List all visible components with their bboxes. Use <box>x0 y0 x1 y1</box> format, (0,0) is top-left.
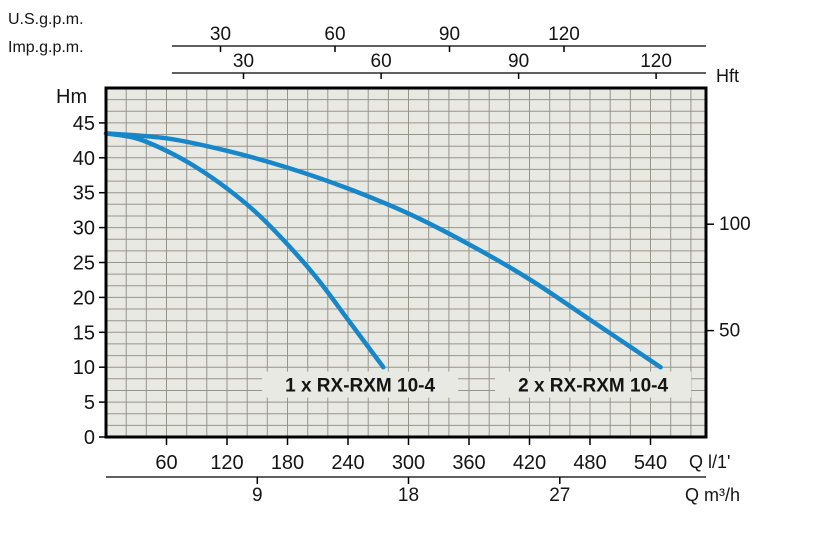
us-gpm-tick-label: 90 <box>439 24 460 45</box>
head-meters-axis-label: Hm <box>56 86 88 108</box>
flow-lmin-tick-label: 120 <box>210 452 243 474</box>
curve-label-box-2 <box>495 371 692 398</box>
flow-m3h-tick-label: 27 <box>549 485 570 506</box>
head-m-tick-label: 20 <box>73 287 95 309</box>
curve-label-box-1 <box>262 371 459 398</box>
imp-gpm-tick-label: 90 <box>508 51 529 72</box>
flow-lmin-tick-label: 540 <box>634 452 667 474</box>
us-gpm-axis-label: U.S.g.p.m. <box>8 11 84 28</box>
imp-gpm-tick-label: 120 <box>640 51 672 72</box>
flow-lmin-tick-label: 420 <box>513 452 546 474</box>
head-m-tick-label: 30 <box>73 218 95 240</box>
flow-lmin-tick-label: 300 <box>392 452 425 474</box>
pump-curve-2 <box>103 131 663 370</box>
head-m-tick-label: 25 <box>73 253 95 275</box>
flow-lmin-tick-label: 180 <box>271 452 304 474</box>
head-m-tick-label: 35 <box>73 183 95 205</box>
flow-lmin-tick-label: 360 <box>452 452 485 474</box>
flow-m3h-axis-label: Q m³/h <box>685 485 741 505</box>
head-m-tick-label: 10 <box>73 357 95 379</box>
head-m-tick-label: 0 <box>84 427 95 449</box>
curve-label-1: 1 x RX-RXM 10-4 <box>285 376 435 397</box>
head-m-tick-label: 45 <box>73 113 95 135</box>
head-m-tick-label: 15 <box>73 322 95 344</box>
head-m-tick-label: 40 <box>73 148 95 170</box>
us-gpm-tick-label: 30 <box>210 24 231 45</box>
flow-lmin-tick-label: 480 <box>573 452 606 474</box>
flow-lmin-axis-label: Q l/1' <box>689 452 731 472</box>
plot-border <box>104 86 708 439</box>
pump-curve-1 <box>103 131 386 370</box>
flow-m3h-tick-label: 18 <box>398 485 419 506</box>
head-feet-axis-label: Hft <box>716 66 740 86</box>
flow-lmin-tick-label: 240 <box>331 452 364 474</box>
imp-gpm-axis-label: Imp.g.p.m. <box>8 39 84 56</box>
head-ft-tick-label: 100 <box>719 214 751 235</box>
us-gpm-tick-label: 60 <box>324 24 345 45</box>
imp-gpm-tick-label: 30 <box>233 51 254 72</box>
curve-label-2: 2 x RX-RXM 10-4 <box>518 376 668 397</box>
flow-lmin-tick-label: 60 <box>155 452 177 474</box>
head-ft-tick-label: 50 <box>719 321 740 342</box>
us-gpm-tick-label: 120 <box>548 24 580 45</box>
head-m-tick-label: 5 <box>84 392 95 414</box>
flow-m3h-tick-label: 9 <box>252 485 263 506</box>
imp-gpm-tick-label: 60 <box>371 51 392 72</box>
